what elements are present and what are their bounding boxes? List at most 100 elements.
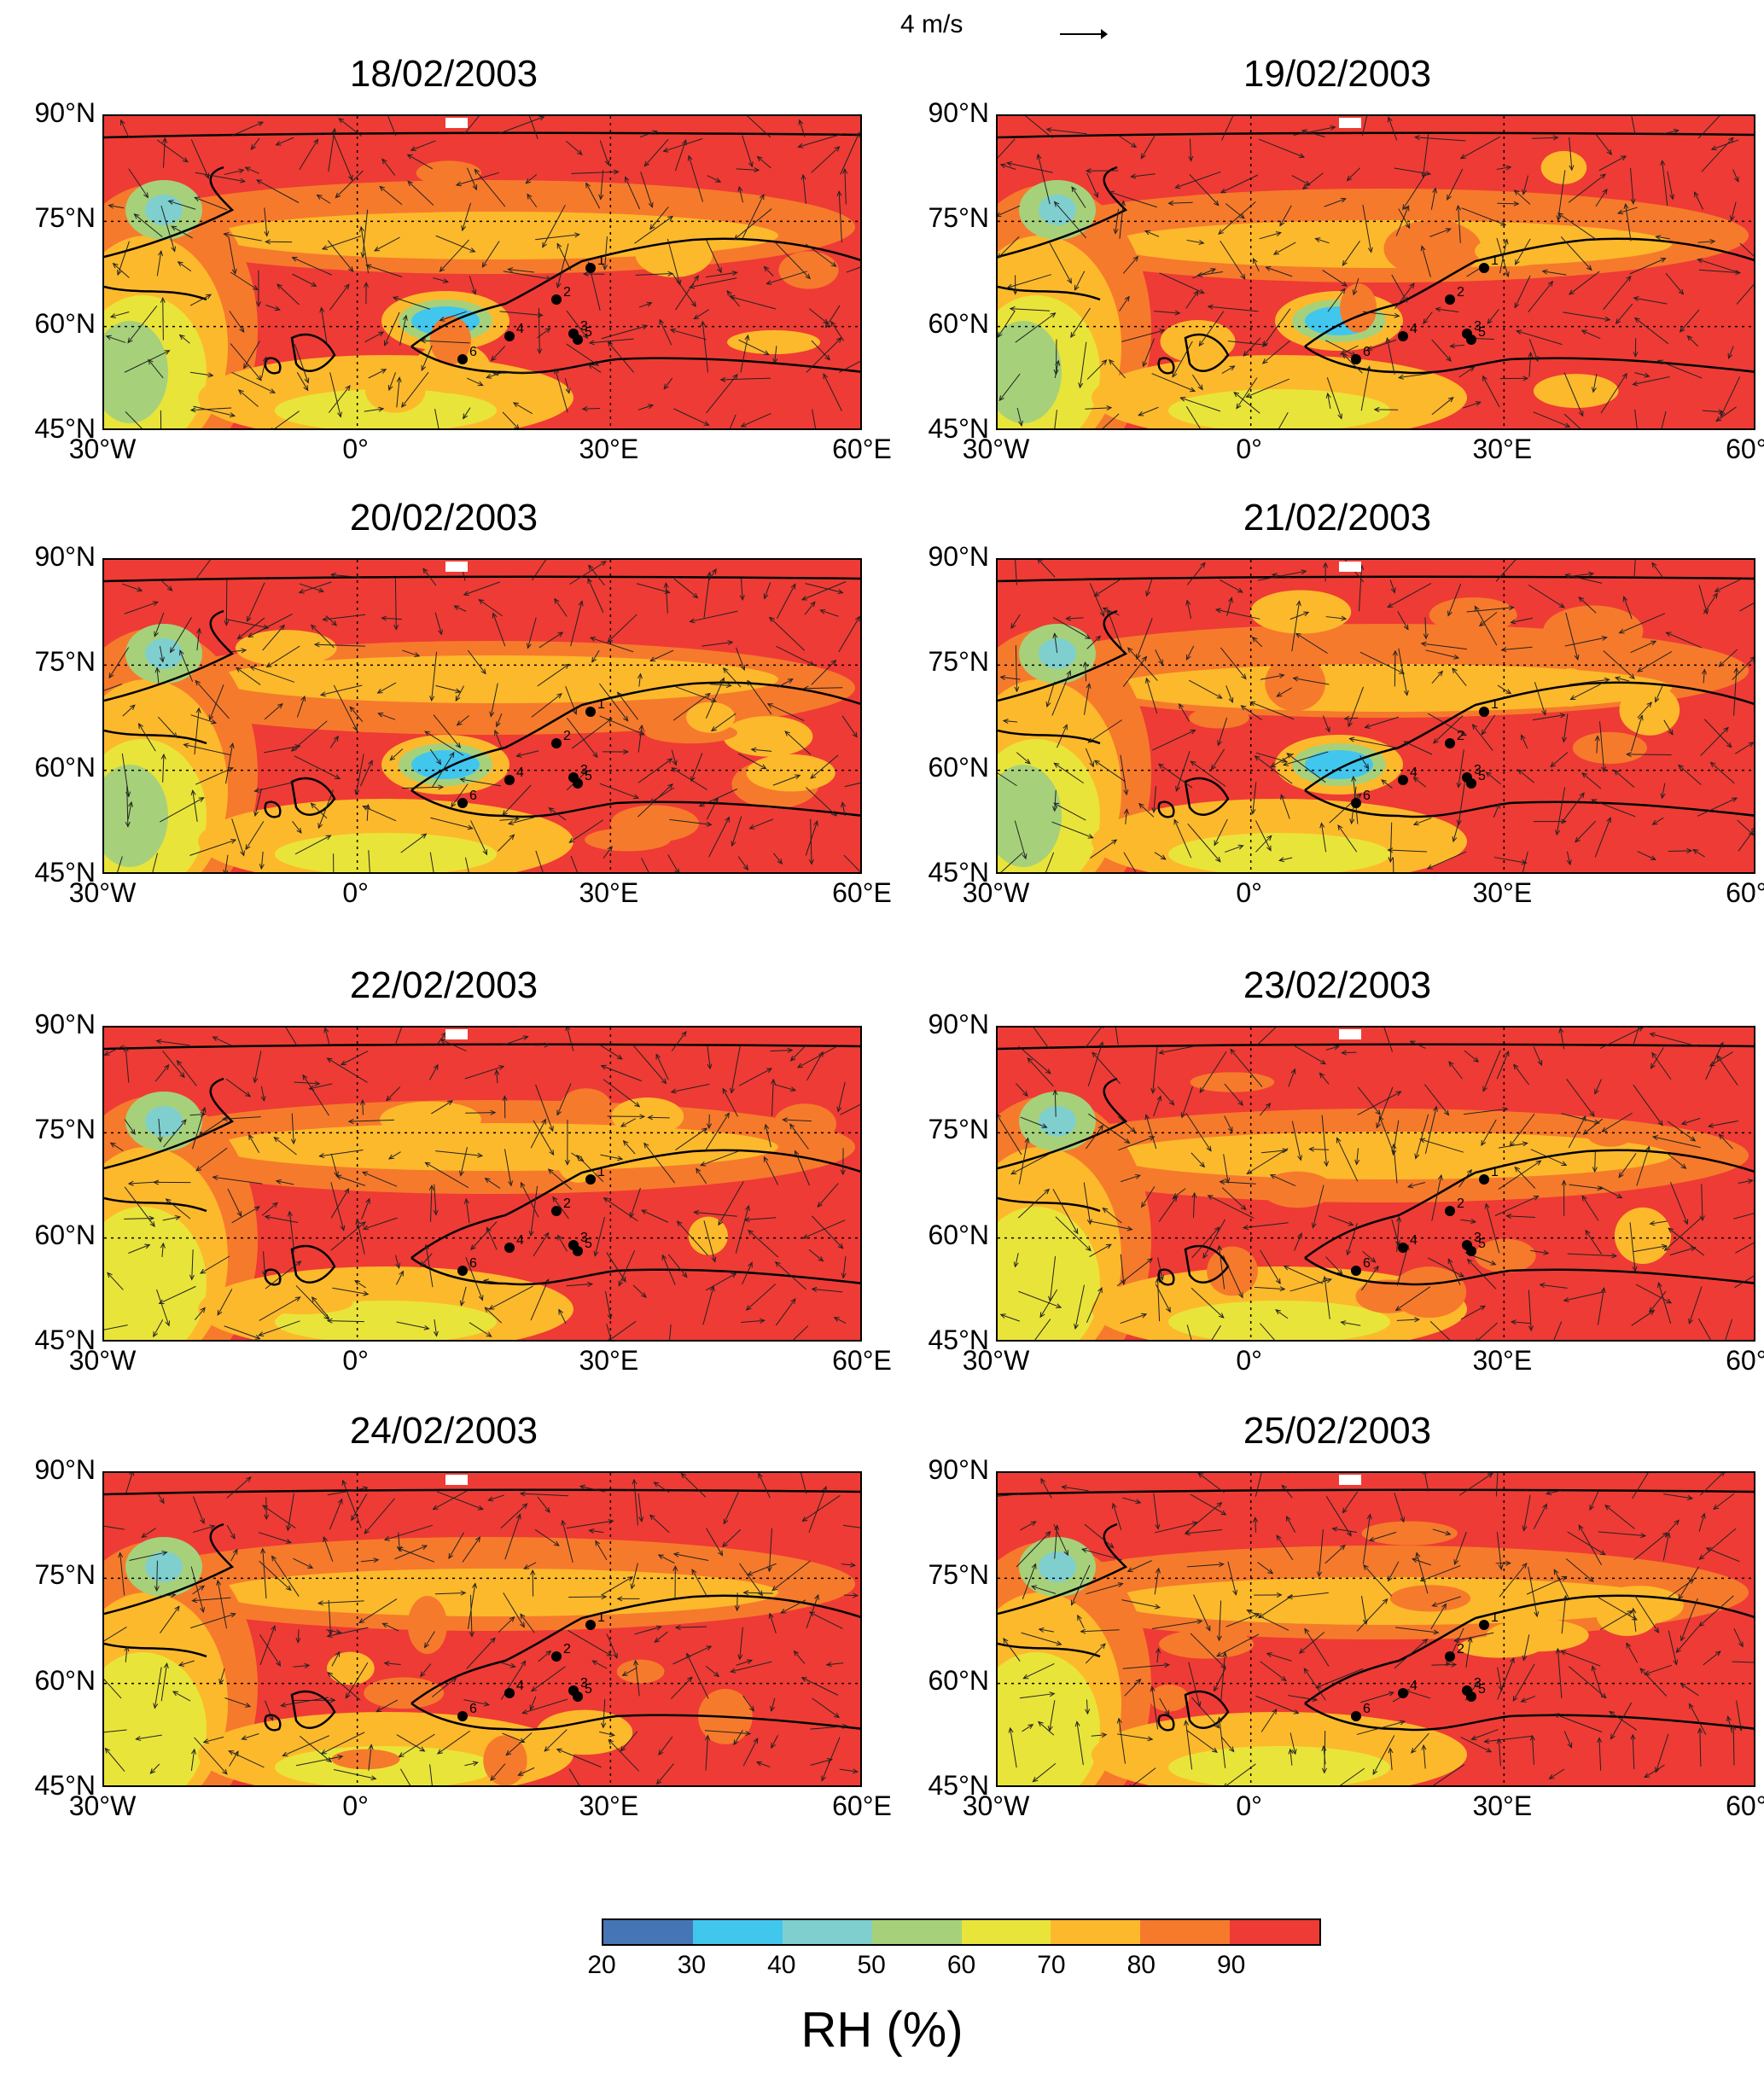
wind-arrow (723, 667, 742, 688)
wind-arrow (530, 1119, 546, 1149)
wind-arrow-head (1561, 1179, 1567, 1186)
wind-arrow (1738, 1179, 1753, 1184)
wind-arrow (1293, 126, 1336, 137)
rh-patch (1389, 1585, 1471, 1612)
wind-arrow-head (1558, 1028, 1564, 1033)
wind-arrow (1631, 1310, 1655, 1326)
wind-arrow-head (704, 692, 711, 699)
wind-arrow-head (1553, 1569, 1559, 1575)
rh-patch (407, 1596, 447, 1655)
wind-arrow-head (1486, 1747, 1493, 1753)
wind-arrow-head (294, 744, 301, 750)
station-marker (1398, 331, 1408, 341)
wind-arrow-head (1469, 366, 1476, 372)
wind-arrow-head (1697, 258, 1703, 264)
wind-arrow (608, 341, 635, 373)
wind-arrow (1118, 135, 1137, 148)
wind-arrow (271, 1556, 300, 1597)
wind-arrow-head (1041, 1123, 1048, 1129)
wind-arrow (1465, 1637, 1471, 1668)
wind-arrow (463, 116, 480, 135)
wind-arrow-head (1325, 392, 1331, 399)
station-label: 1 (597, 1610, 605, 1625)
wind-arrow (1180, 397, 1221, 412)
wind-arrow (780, 1599, 806, 1614)
wind-arrow (635, 273, 673, 276)
wind-arrow-head (1466, 1168, 1472, 1175)
coastline (410, 1702, 860, 1732)
wind-arrow (1293, 678, 1330, 685)
wind-arrow (688, 155, 704, 202)
wind-arrow (299, 581, 332, 593)
wind-arrow (1420, 1565, 1461, 1581)
wind-arrow-head (607, 845, 613, 852)
wind-arrow (690, 277, 737, 288)
wind-arrow-head (1366, 1513, 1372, 1520)
wind-arrow (1016, 407, 1022, 426)
wind-arrow (1485, 1203, 1500, 1254)
wind-arrow (430, 1185, 433, 1222)
wind-arrow (1187, 823, 1221, 863)
wind-arrow-head (1086, 1219, 1092, 1225)
wind-arrow (1668, 1227, 1705, 1256)
wind-arrow (703, 1220, 716, 1262)
rh-patch (1619, 684, 1680, 736)
wind-arrow (557, 1235, 568, 1252)
wind-arrow-head (1199, 1161, 1206, 1168)
wind-arrow (594, 1216, 606, 1256)
wind-arrow (797, 1045, 839, 1068)
wind-arrow (333, 1769, 376, 1779)
wind-arrow (1668, 1520, 1680, 1533)
colorbar-tick: 90 (1216, 1951, 1246, 1979)
wind-arrow-head (607, 637, 614, 643)
wind-arrow-head (1198, 240, 1205, 246)
wind-arrow-head (1315, 1683, 1322, 1689)
wind-arrow (1025, 116, 1053, 138)
wind-arrow-head (223, 232, 230, 237)
wind-arrow (1119, 201, 1124, 239)
wind-arrow-head (387, 384, 393, 392)
wind-arrow (617, 692, 638, 720)
wind-arrow-head (1646, 702, 1652, 707)
wind-arrow-head (667, 215, 674, 221)
wind-arrow (464, 1065, 504, 1080)
wind-arrow (556, 243, 572, 271)
wind-arrow-head (1505, 1214, 1512, 1220)
colorbar-segment (603, 1920, 693, 1944)
wind-arrow (795, 1150, 811, 1186)
wind-arrow-head (1375, 1109, 1381, 1115)
wind-arrow (1038, 560, 1056, 578)
wind-arrow (1388, 117, 1398, 141)
station-label: 5 (1478, 325, 1486, 340)
wind-arrow (1569, 1184, 1603, 1190)
wind-arrow-head (237, 389, 244, 395)
wind-arrow-head (1655, 235, 1662, 241)
wind-arrow (333, 684, 358, 731)
wind-arrow-head (1640, 1533, 1647, 1539)
wind-arrow-head (661, 1078, 667, 1085)
wind-arrow (1185, 1113, 1212, 1151)
wind-arrow-head (509, 834, 515, 841)
wind-arrow (1423, 311, 1433, 324)
wind-arrow (643, 1143, 676, 1184)
station-label: 2 (563, 285, 571, 300)
wind-arrow (108, 647, 130, 678)
wind-arrow-head (1246, 1169, 1253, 1174)
wind-arrow-head (276, 1660, 282, 1667)
rh-band-70 (1109, 664, 1672, 712)
wind-arrow-head (1629, 673, 1635, 679)
wind-arrow-head (1160, 854, 1167, 860)
wind-arrow (128, 168, 148, 198)
wind-arrow-head (459, 1300, 465, 1307)
wind-arrow-head (1433, 1105, 1438, 1112)
wind-arrow (1710, 761, 1735, 784)
wind-arrow-head (105, 335, 112, 341)
wind-arrow (421, 345, 433, 371)
wind-arrow (1632, 1473, 1649, 1499)
wind-arrow (432, 1677, 457, 1697)
wind-arrow-head (654, 1637, 661, 1643)
wind-arrow (1226, 597, 1232, 616)
wind-arrow (844, 168, 847, 205)
panel-date-title: 25/02/2003 (1243, 1410, 1432, 1452)
